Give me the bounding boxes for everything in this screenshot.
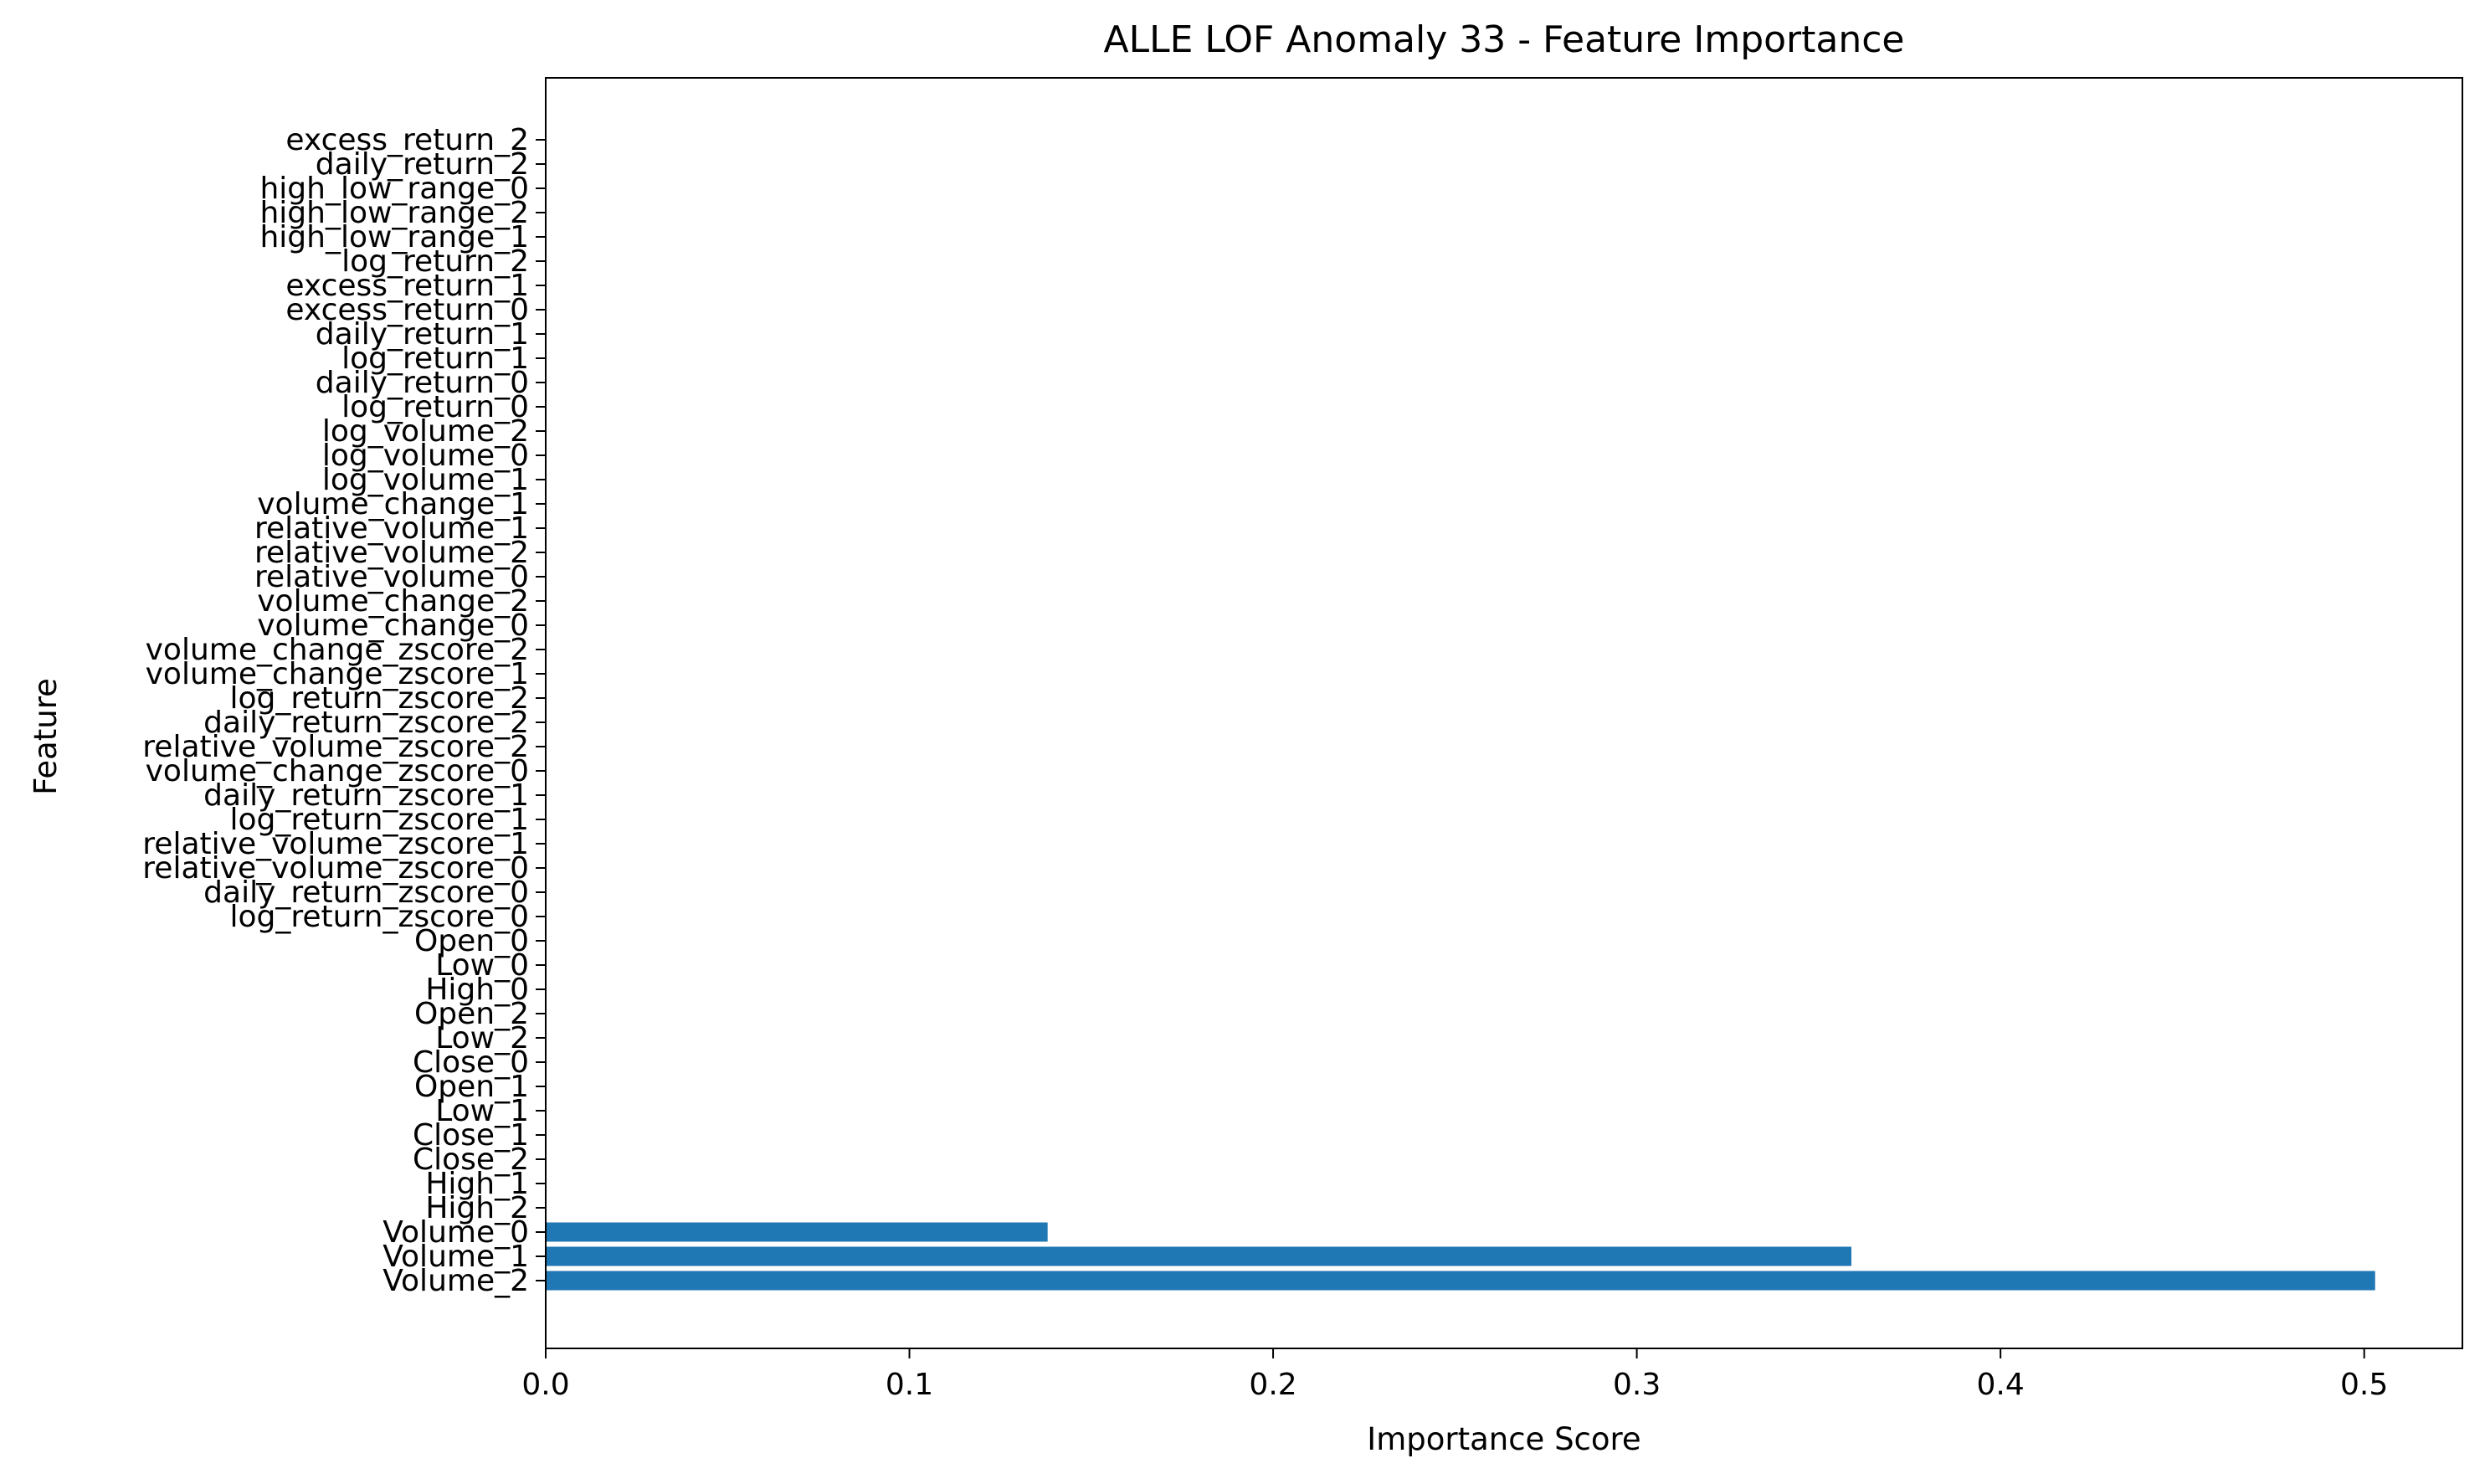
- y-tick-label: Volume_1: [383, 1240, 529, 1274]
- y-tick-label: relative_volume_2: [254, 536, 529, 570]
- y-tick-label: High_2: [425, 1191, 529, 1225]
- chart-title: ALLE LOF Anomaly 33 - Feature Importance: [1104, 18, 1905, 61]
- plot-area: Volume_2Volume_1Volume_0High_2High_1Clos…: [142, 77, 2463, 1402]
- y-tick-label: log_volume_1: [322, 463, 529, 497]
- x-tick-label: 0.0: [521, 1368, 569, 1402]
- x-tick-label: 0.1: [886, 1368, 933, 1402]
- y-tick-label: relative_volume_zscore_1: [142, 827, 529, 861]
- y-tick-label: log_return_1: [341, 341, 529, 376]
- y-tick-label: daily_return_0: [316, 366, 529, 400]
- y-tick-label: volume_change_0: [257, 608, 529, 643]
- y-tick-label: Low_2: [435, 1021, 529, 1055]
- y-tick-label: log_return_0: [341, 390, 529, 424]
- y-tick-label: High_1: [425, 1167, 529, 1201]
- y-tick-label: excess_return_2: [285, 123, 529, 157]
- y-tick-label: daily_return_zscore_2: [203, 706, 529, 740]
- y-tick-label: volume_change_1: [257, 487, 529, 521]
- x-tick-label: 0.4: [1977, 1368, 2025, 1402]
- y-tick-label: volume_change_zscore_1: [146, 657, 529, 691]
- x-tick-label: 0.3: [1613, 1368, 1661, 1402]
- y-tick-label: log_volume_0: [322, 439, 529, 473]
- y-tick-label: excess_return_0: [285, 293, 529, 327]
- y-tick-label: Open_1: [414, 1070, 529, 1104]
- y-tick-label: Close_0: [413, 1045, 529, 1080]
- axes-frame: [545, 77, 2463, 1349]
- y-tick-label: volume_change_2: [257, 584, 529, 619]
- y-tick-label: volume_change_zscore_2: [146, 633, 529, 667]
- y-tick-label: volume_change_zscore_0: [146, 754, 529, 788]
- y-tick-label: relative_volume_0: [254, 560, 529, 594]
- y-tick-label: High_0: [425, 973, 529, 1007]
- x-tick-label: 0.5: [2340, 1368, 2388, 1402]
- y-tick-label: Low_0: [435, 948, 529, 983]
- y-tick-label: log_return_zscore_2: [230, 681, 530, 716]
- y-tick-label: log_return_2: [341, 244, 529, 279]
- y-tick-label: log_volume_2: [322, 414, 529, 449]
- y-tick-label: excess_return_1: [285, 269, 529, 303]
- x-tick-label: 0.2: [1249, 1368, 1296, 1402]
- y-tick-label: Low_1: [435, 1094, 529, 1128]
- y-tick-label: high_low_range_0: [259, 172, 529, 206]
- y-tick-label: relative_volume_zscore_2: [142, 730, 529, 764]
- y-tick-label: Open_2: [414, 997, 529, 1031]
- y-tick-label: log_return_zscore_0: [230, 900, 530, 934]
- y-tick-label: relative_volume_zscore_0: [142, 851, 529, 886]
- y-tick-label: log_return_zscore_1: [230, 803, 530, 837]
- y-tick-label: daily_return_zscore_1: [203, 778, 529, 813]
- y-tick-label: Volume_2: [383, 1264, 529, 1298]
- bar: [546, 1246, 1851, 1266]
- y-tick-label: daily_return_2: [316, 147, 529, 182]
- y-tick-label: Close_2: [413, 1143, 529, 1177]
- y-axis-label: Feature: [28, 678, 64, 795]
- bar: [546, 1271, 2375, 1291]
- y-tick-label: daily_return_zscore_0: [203, 876, 529, 910]
- y-tick-label: Volume_0: [383, 1215, 529, 1250]
- y-tick-label: high_low_range_2: [259, 196, 529, 230]
- y-tick-label: Close_1: [413, 1118, 529, 1153]
- y-tick-label: daily_return_1: [316, 317, 529, 352]
- y-tick-label: high_low_range_1: [259, 220, 529, 254]
- bar: [546, 1222, 1048, 1242]
- y-tick-label: relative_volume_1: [254, 511, 529, 546]
- x-axis-label: Importance Score: [1367, 1421, 1640, 1457]
- y-tick-label: Open_0: [414, 924, 529, 958]
